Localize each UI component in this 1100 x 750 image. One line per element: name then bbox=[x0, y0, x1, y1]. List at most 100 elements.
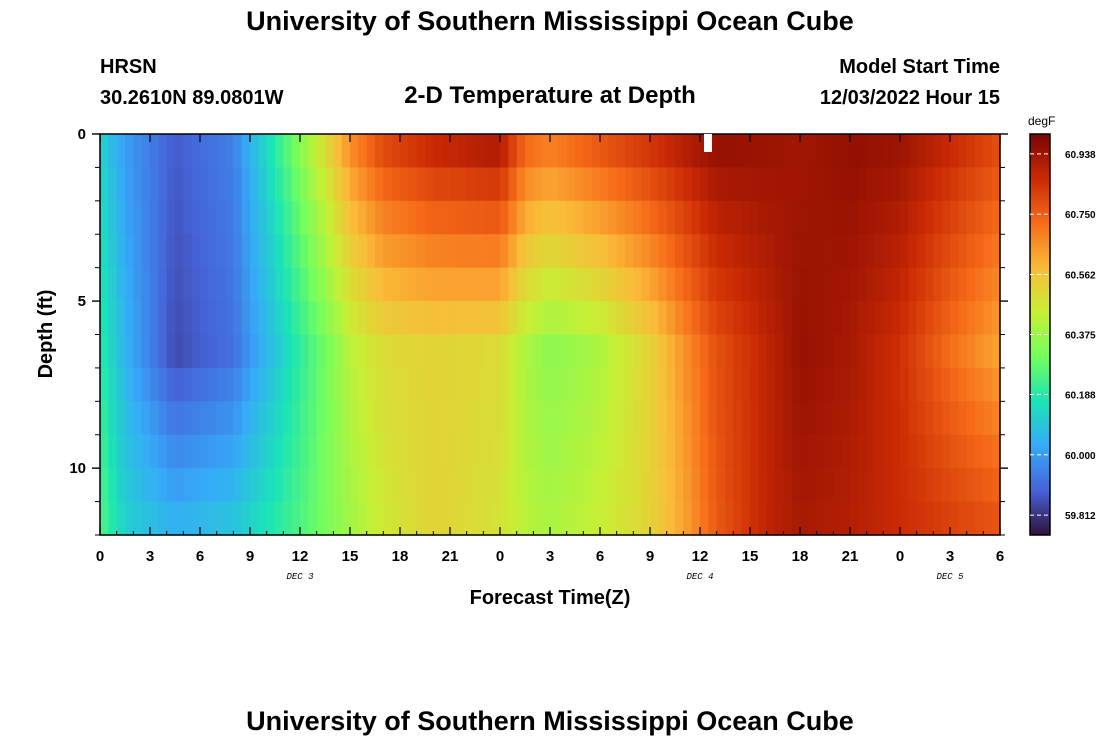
heatmap-cell bbox=[891, 134, 901, 169]
heatmap-cell bbox=[925, 401, 934, 436]
heatmap-cell bbox=[316, 234, 326, 269]
heatmap-cell bbox=[408, 468, 418, 503]
heatmap-cell bbox=[533, 334, 543, 369]
x-tick-label: 18 bbox=[792, 548, 809, 565]
heatmap-cell bbox=[216, 334, 226, 369]
heatmap-cell bbox=[341, 434, 351, 469]
heatmap-cell bbox=[425, 334, 434, 369]
heatmap-cell bbox=[650, 434, 659, 469]
heatmap-cell bbox=[300, 234, 309, 269]
heatmap-cell bbox=[425, 367, 434, 402]
heatmap-cell bbox=[533, 501, 543, 536]
heatmap-cell bbox=[550, 301, 559, 336]
heatmap-cell bbox=[258, 401, 268, 436]
heatmap-cell bbox=[683, 301, 693, 336]
heatmap-cell bbox=[758, 301, 768, 336]
x-tick-label: 6 bbox=[596, 548, 604, 565]
heatmap-cell bbox=[550, 501, 559, 536]
x-axis-label: Forecast Time(Z) bbox=[470, 587, 631, 609]
heatmap-cell bbox=[233, 267, 243, 302]
heatmap-cell bbox=[591, 134, 601, 169]
heatmap-cell bbox=[350, 200, 359, 235]
heatmap-cell bbox=[691, 200, 701, 235]
heatmap-cell bbox=[208, 134, 218, 169]
heatmap-cell bbox=[316, 501, 326, 536]
heatmap-cell bbox=[533, 434, 543, 469]
heatmap-cell bbox=[808, 301, 818, 336]
heatmap-cell bbox=[800, 200, 809, 235]
heatmap-cell bbox=[458, 134, 468, 169]
heatmap-cell bbox=[191, 367, 201, 402]
heatmap-cell bbox=[391, 301, 401, 336]
heatmap-cell bbox=[608, 301, 618, 336]
heatmap-cell bbox=[108, 334, 118, 369]
heatmap-cell bbox=[716, 167, 726, 202]
heatmap-cell bbox=[575, 267, 584, 302]
heatmap-cell bbox=[683, 234, 693, 269]
heatmap-cell bbox=[525, 468, 534, 503]
heatmap-cell bbox=[466, 167, 476, 202]
heatmap-cell bbox=[300, 334, 309, 369]
heatmap-cell bbox=[991, 501, 1001, 536]
heatmap-cell bbox=[400, 468, 409, 503]
heatmap-cell bbox=[516, 234, 526, 269]
heatmap-cell bbox=[775, 367, 784, 402]
heatmap-cell bbox=[175, 367, 184, 402]
heatmap-cell bbox=[400, 334, 409, 369]
heatmap-cell bbox=[841, 434, 851, 469]
heatmap-cell bbox=[383, 167, 393, 202]
heatmap-cell bbox=[716, 334, 726, 369]
heatmap-cell bbox=[366, 334, 376, 369]
heatmap-cell bbox=[358, 334, 368, 369]
heatmap-cell bbox=[166, 234, 176, 269]
heatmap-cell bbox=[550, 267, 559, 302]
heatmap-cell bbox=[633, 434, 643, 469]
heatmap-cell bbox=[133, 401, 143, 436]
heatmap-cell bbox=[408, 167, 418, 202]
heatmap-cell bbox=[616, 167, 626, 202]
heatmap-cell bbox=[600, 468, 609, 503]
heatmap-cell bbox=[108, 367, 118, 402]
x-tick-label: 3 bbox=[546, 548, 554, 565]
heatmap-cell bbox=[950, 501, 959, 536]
heatmap-cell bbox=[325, 167, 334, 202]
heatmap-cell bbox=[266, 234, 276, 269]
heatmap-cell bbox=[875, 301, 884, 336]
heatmap-cell bbox=[608, 134, 618, 169]
heatmap-cell bbox=[458, 367, 468, 402]
heatmap-cell bbox=[175, 301, 184, 336]
heatmap-cell bbox=[625, 301, 634, 336]
heatmap-cell bbox=[825, 167, 834, 202]
heatmap-cell bbox=[983, 401, 993, 436]
heatmap-cell bbox=[908, 468, 918, 503]
heatmap-cell bbox=[116, 501, 126, 536]
heatmap-cell bbox=[250, 200, 259, 235]
heatmap-cell bbox=[375, 401, 384, 436]
heatmap-cell bbox=[416, 200, 426, 235]
heatmap-cell bbox=[358, 200, 368, 235]
heatmap-cell bbox=[325, 134, 334, 169]
heatmap-cell bbox=[233, 468, 243, 503]
heatmap-cell bbox=[933, 267, 943, 302]
heatmap-cell bbox=[425, 501, 434, 536]
heatmap-cell bbox=[375, 434, 384, 469]
heatmap-cell bbox=[416, 367, 426, 402]
heatmap-cell bbox=[308, 234, 318, 269]
heatmap-cell bbox=[708, 468, 718, 503]
heatmap-cell bbox=[600, 267, 609, 302]
heatmap-cell bbox=[791, 334, 801, 369]
heatmap-cell bbox=[625, 501, 634, 536]
heatmap-cell bbox=[400, 401, 409, 436]
heatmap-cell bbox=[391, 434, 401, 469]
heatmap-cell bbox=[733, 367, 743, 402]
heatmap-cell bbox=[775, 267, 784, 302]
heatmap-cell bbox=[750, 167, 759, 202]
heatmap-cell bbox=[533, 401, 543, 436]
heatmap-cell bbox=[641, 468, 651, 503]
heatmap-cell bbox=[633, 501, 643, 536]
heatmap-cell bbox=[591, 401, 601, 436]
heatmap-cell bbox=[650, 468, 659, 503]
heatmap-cell bbox=[308, 200, 318, 235]
heatmap-cell bbox=[158, 367, 168, 402]
heatmap-cell bbox=[650, 301, 659, 336]
